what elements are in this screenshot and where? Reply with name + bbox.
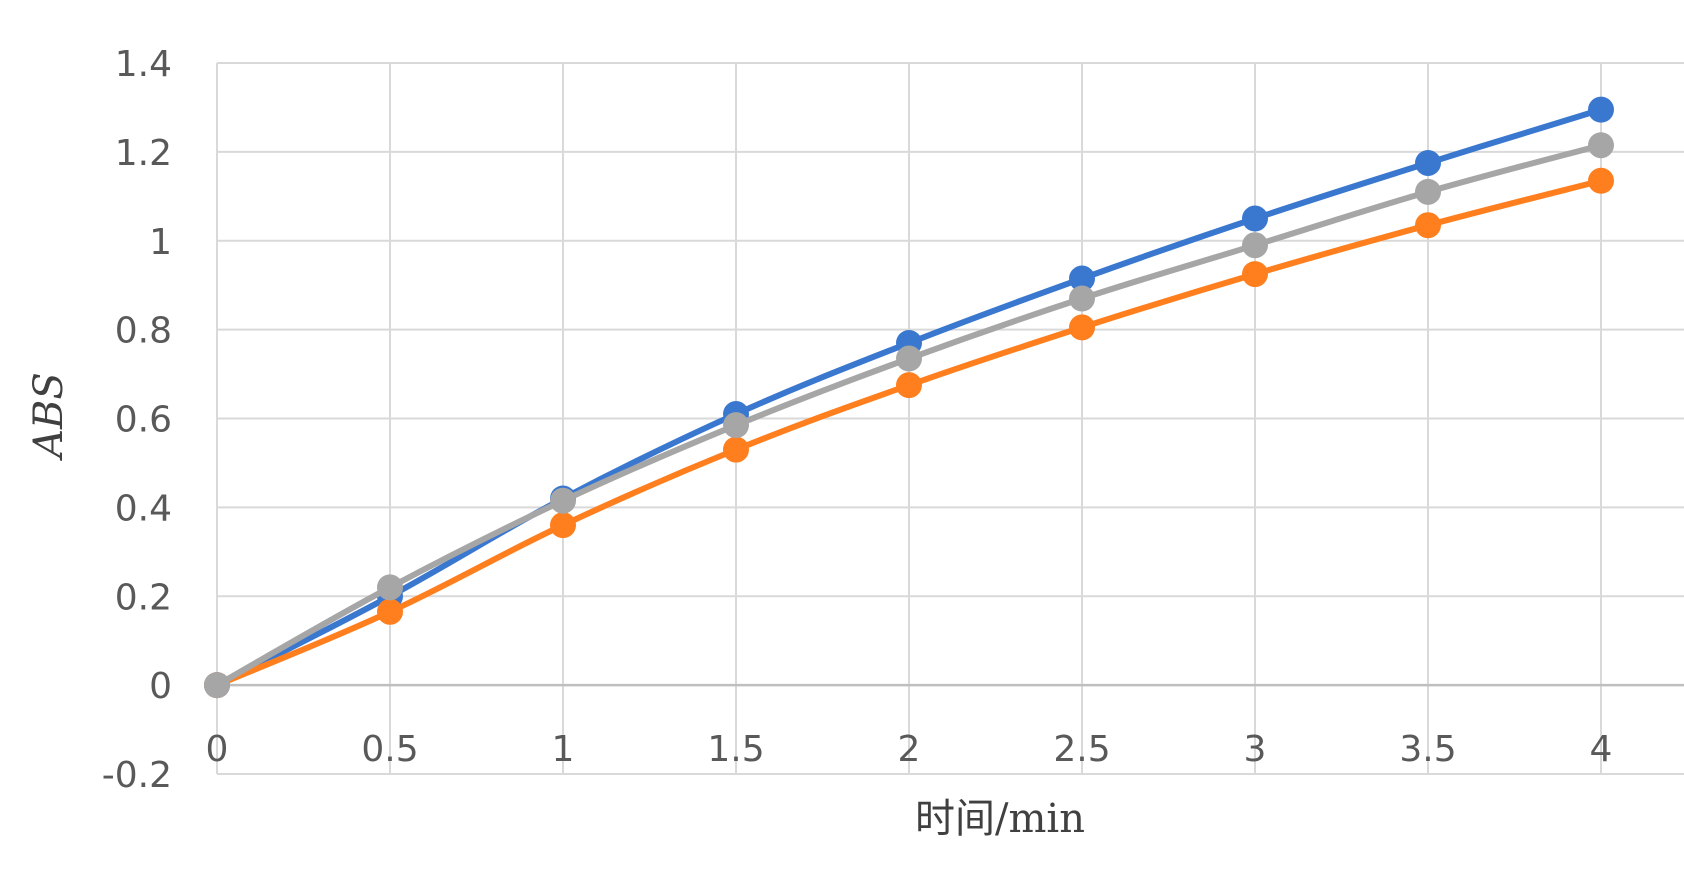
data-point-marker (1588, 167, 1614, 194)
x-tick-label: 0 (206, 729, 229, 770)
x-tick-label: 2 (898, 729, 921, 770)
x-axis-title: 时间/min (915, 796, 1085, 842)
data-point-marker (896, 345, 922, 372)
data-point-marker (1242, 232, 1268, 259)
y-tick-label: 1.4 (115, 44, 172, 85)
x-tick-label: 3 (1244, 729, 1267, 770)
data-point-marker (550, 487, 576, 514)
y-tick-label: 0 (149, 666, 172, 707)
data-point-marker (1588, 96, 1614, 123)
x-tick-label: 2.5 (1053, 729, 1110, 770)
data-point-marker (1415, 212, 1441, 239)
x-tick-label: 0.5 (361, 729, 418, 770)
data-point-marker (550, 512, 576, 539)
data-point-marker (723, 436, 749, 463)
series-layer (204, 96, 1614, 699)
data-point-marker (377, 574, 403, 601)
data-point-marker (1242, 205, 1268, 232)
data-point-marker (1588, 132, 1614, 159)
y-tick-label: 1.2 (115, 133, 172, 174)
y-tick-label: 0.8 (115, 311, 172, 352)
data-point-marker (1069, 285, 1095, 312)
data-point-marker (1415, 178, 1441, 205)
x-tick-label: 3.5 (1399, 729, 1456, 770)
y-axis-tick-labels: -0.2 0 0.2 0.4 0.6 0.8 1 1.2 1.4 (102, 44, 172, 796)
y-tick-label: 0.2 (115, 577, 172, 618)
data-point-marker (723, 412, 749, 439)
data-point-marker (1069, 265, 1095, 292)
data-point-marker (204, 672, 230, 699)
x-axis-tick-labels: 0 0.5 1 1.5 2 2.5 3 3.5 4 (206, 729, 1613, 770)
y-tick-label: 1 (149, 222, 172, 263)
series-2 (204, 167, 1614, 699)
data-point-marker (1069, 314, 1095, 341)
y-axis-title: ABS (26, 372, 72, 462)
y-tick-label: 0.4 (115, 488, 172, 529)
data-point-marker (1242, 261, 1268, 288)
data-point-marker (1415, 149, 1441, 176)
grid-lines (216, 62, 1684, 775)
y-tick-label: -0.2 (102, 755, 172, 796)
data-point-marker (377, 598, 403, 625)
x-tick-label: 1.5 (707, 729, 764, 770)
data-point-marker (896, 372, 922, 399)
y-tick-label: 0.6 (115, 400, 172, 441)
series-3 (204, 132, 1614, 699)
x-tick-label: 1 (552, 729, 575, 770)
x-tick-label: 4 (1590, 729, 1613, 770)
